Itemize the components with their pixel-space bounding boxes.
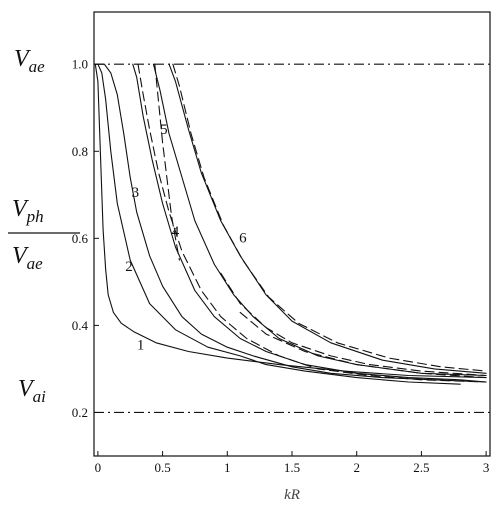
curve-label-2: 2: [125, 259, 133, 275]
x-tick-label: 3: [483, 460, 490, 475]
series-line-7: [154, 63, 180, 261]
x-tick-label: 1.5: [284, 460, 300, 475]
ylabel-numerator: Vph: [12, 196, 44, 226]
ylabel-denominator: Vae: [12, 243, 43, 273]
series-line-10: [239, 311, 487, 379]
series-line-2: [97, 63, 487, 383]
curve-label-6: 6: [239, 231, 247, 247]
series-line-3: [132, 63, 487, 383]
x-ticks: 0 0.5 1 1.5 2 2.5 3: [95, 451, 490, 475]
curve-label-1: 1: [137, 337, 145, 353]
series-line-1: [96, 63, 461, 385]
curve-label-5: 5: [160, 122, 168, 138]
x-tick-label: 0.5: [154, 460, 170, 475]
x-tick-label: 1: [224, 460, 231, 475]
x-axis-label: kR: [284, 487, 300, 503]
curve-label-4: 4: [172, 224, 180, 240]
series-line-5: [168, 63, 487, 374]
y-ticks: 0.2 0.4 0.6 0.8 1.0: [72, 57, 99, 420]
ref-label-vai: Vai: [18, 376, 46, 406]
series-line-0: [94, 63, 487, 379]
series-line-6: [137, 63, 487, 383]
y-tick-label: 0.4: [72, 318, 89, 333]
y-tick-label: 0.6: [72, 231, 89, 246]
x-tick-label: 0: [95, 460, 102, 475]
curve-label-3: 3: [132, 185, 140, 201]
y-tick-label: 0.2: [72, 405, 88, 420]
curve-labels: 1 2 3 4 5 6: [125, 122, 247, 353]
y-tick-label: 0.8: [72, 144, 88, 159]
y-tick-label: 1.0: [72, 57, 88, 72]
series-line-4: [152, 63, 487, 377]
ref-label-vae: Vae: [14, 46, 45, 76]
reference-lines: [94, 63, 490, 414]
series-line-8: [172, 63, 487, 372]
x-tick-label: 2.5: [413, 460, 429, 475]
series-line-9: [220, 272, 487, 377]
curves: [94, 63, 487, 385]
x-tick-label: 2: [353, 460, 360, 475]
plot-frame: [93, 11, 491, 457]
